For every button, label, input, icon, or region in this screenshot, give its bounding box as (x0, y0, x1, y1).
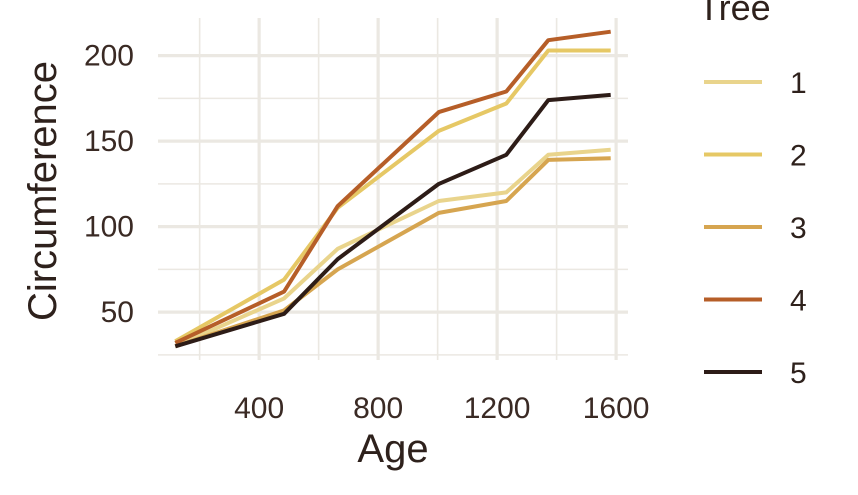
x-tick-label: 1600 (583, 392, 650, 425)
legend-label-tree-1: 1 (790, 67, 807, 100)
y-tick-label: 100 (84, 211, 134, 244)
x-tick-label: 800 (353, 392, 403, 425)
y-tick-labels: 50 100 150 200 (84, 40, 134, 329)
series-line-tree-5 (174, 92, 611, 349)
y-tick-label: 150 (84, 125, 134, 158)
x-tick-label: 1200 (464, 392, 531, 425)
series-line-tree-1 (174, 147, 611, 349)
legend-label-tree-2: 2 (790, 140, 807, 173)
series-line-tree-3 (174, 156, 611, 349)
series-line-tree-2 (174, 48, 611, 343)
y-axis-title: Circumference (21, 61, 65, 321)
series-line-tree-4 (174, 29, 611, 345)
x-axis-title: Age (357, 427, 428, 471)
grid (158, 18, 628, 360)
legend: Tree 1 2 3 4 5 (698, 0, 807, 390)
series-lines (174, 29, 611, 349)
y-tick-label: 50 (101, 296, 134, 329)
x-tick-label: 400 (234, 392, 284, 425)
y-tick-label: 200 (84, 40, 134, 73)
legend-label-tree-4: 4 (790, 285, 807, 318)
legend-label-tree-5: 5 (790, 357, 807, 390)
x-tick-labels: 400 800 1200 1600 (234, 392, 649, 425)
legend-title: Tree (698, 0, 771, 28)
legend-label-tree-3: 3 (790, 212, 807, 245)
